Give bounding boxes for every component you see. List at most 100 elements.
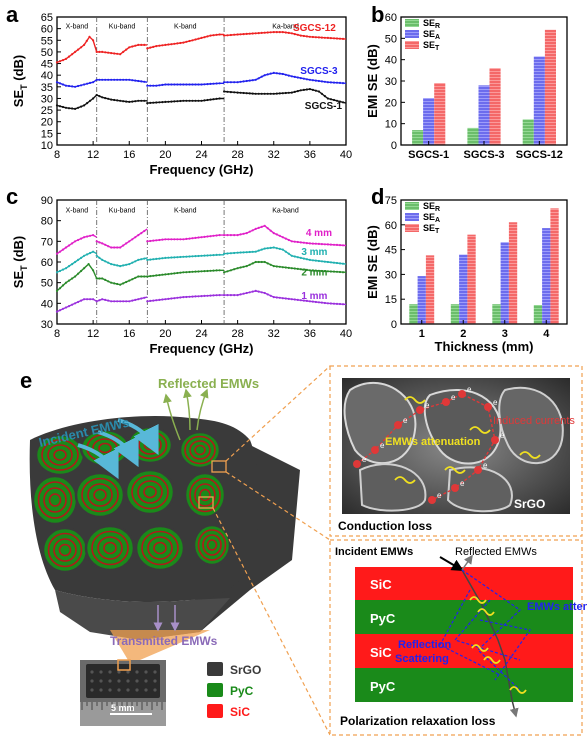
data-point xyxy=(212,269,215,272)
sic-ring xyxy=(48,493,62,507)
data-point xyxy=(185,295,188,299)
bar xyxy=(489,68,501,145)
y-tick-label: 50 xyxy=(41,278,53,290)
data-point xyxy=(179,99,182,103)
electron xyxy=(394,421,402,429)
data-point xyxy=(209,98,212,101)
data-point xyxy=(146,102,149,105)
layer-label-sic-2: SiC xyxy=(370,645,392,660)
sic-ring xyxy=(53,538,77,562)
data-point xyxy=(155,257,158,260)
current-path xyxy=(356,393,496,501)
data-point xyxy=(170,256,173,259)
data-point xyxy=(188,295,191,298)
data-point xyxy=(335,270,339,273)
sic-ring xyxy=(87,483,113,507)
data-point xyxy=(215,294,218,297)
data-point xyxy=(149,239,152,243)
data-point xyxy=(245,291,248,295)
data-point xyxy=(74,302,77,305)
y-tick-label: 30 xyxy=(41,319,53,331)
y-tick-label: 25 xyxy=(41,105,53,117)
data-point xyxy=(58,250,62,253)
data-point xyxy=(223,294,226,297)
data-point xyxy=(185,237,188,240)
chart-b-emi-se-bars: SGCS-1 SGCS-3 SGCS-12 0 10 20 30 40 50 60 EMI SE (… xyxy=(365,12,568,161)
sic-ring xyxy=(47,444,73,466)
data-point xyxy=(83,298,86,301)
data-point xyxy=(194,38,197,41)
data-point xyxy=(71,107,74,110)
pyc-cell xyxy=(183,471,227,519)
data-point xyxy=(88,35,91,38)
data-point xyxy=(206,83,209,86)
data-point xyxy=(152,258,155,261)
attenuation-squiggle xyxy=(519,451,541,459)
data-point xyxy=(107,280,110,283)
x-axis-label: Thickness (mm) xyxy=(435,339,534,354)
data-point xyxy=(95,300,98,303)
data-point xyxy=(125,48,128,51)
data-point xyxy=(116,300,119,303)
sic-ring xyxy=(184,435,216,465)
data-point xyxy=(335,302,339,305)
data-point xyxy=(80,105,83,108)
data-point xyxy=(86,102,89,105)
data-point xyxy=(245,79,248,83)
sic-ring xyxy=(143,485,157,499)
data-point xyxy=(61,307,65,310)
data-point xyxy=(125,100,128,103)
sic-ring xyxy=(202,534,222,556)
data-point xyxy=(239,251,242,254)
sic-ring xyxy=(93,488,107,502)
data-point xyxy=(95,254,98,257)
panel-label-d: d xyxy=(371,184,384,209)
data-point xyxy=(128,279,131,282)
data-point xyxy=(119,265,122,268)
data-point xyxy=(164,83,167,86)
panel-label-c: c xyxy=(6,184,18,209)
data-point xyxy=(332,98,336,102)
data-point xyxy=(64,84,68,87)
data-point xyxy=(110,281,113,284)
x-tick-label: SGCS-1 xyxy=(408,149,449,161)
data-point xyxy=(226,252,229,255)
data-point xyxy=(167,238,170,241)
y-tick-label: 0 xyxy=(391,319,397,331)
data-point xyxy=(218,97,221,100)
data-point xyxy=(212,98,215,101)
data-point xyxy=(323,301,326,305)
x-tick-label: 12 xyxy=(87,149,99,161)
data-point xyxy=(64,306,68,309)
data-point xyxy=(61,59,65,62)
attenuation-squiggles xyxy=(469,596,527,694)
data-point xyxy=(113,282,116,285)
data-point xyxy=(67,279,71,282)
data-point xyxy=(89,234,92,237)
data-point xyxy=(281,266,284,269)
data-point xyxy=(71,85,74,88)
data-point xyxy=(185,271,188,274)
data-point xyxy=(266,227,269,230)
data-point xyxy=(155,84,158,87)
data-point xyxy=(281,297,284,300)
data-point xyxy=(119,283,122,286)
data-point xyxy=(229,91,232,94)
data-point xyxy=(137,275,140,278)
data-point xyxy=(332,302,336,305)
x-tick-label: 3 xyxy=(502,328,508,340)
electron-symbol: e xyxy=(380,441,385,450)
data-point xyxy=(89,298,92,301)
data-point xyxy=(197,295,200,298)
data-point xyxy=(257,77,260,80)
data-point xyxy=(209,269,212,272)
data-point xyxy=(308,258,311,261)
data-point xyxy=(215,234,218,237)
electron-symbol: e xyxy=(493,398,498,407)
data-point xyxy=(77,272,80,275)
data-point xyxy=(338,244,342,247)
x-axis-label: Frequency (GHz) xyxy=(149,341,253,356)
sic-ring xyxy=(199,488,211,502)
data-point xyxy=(149,101,152,104)
